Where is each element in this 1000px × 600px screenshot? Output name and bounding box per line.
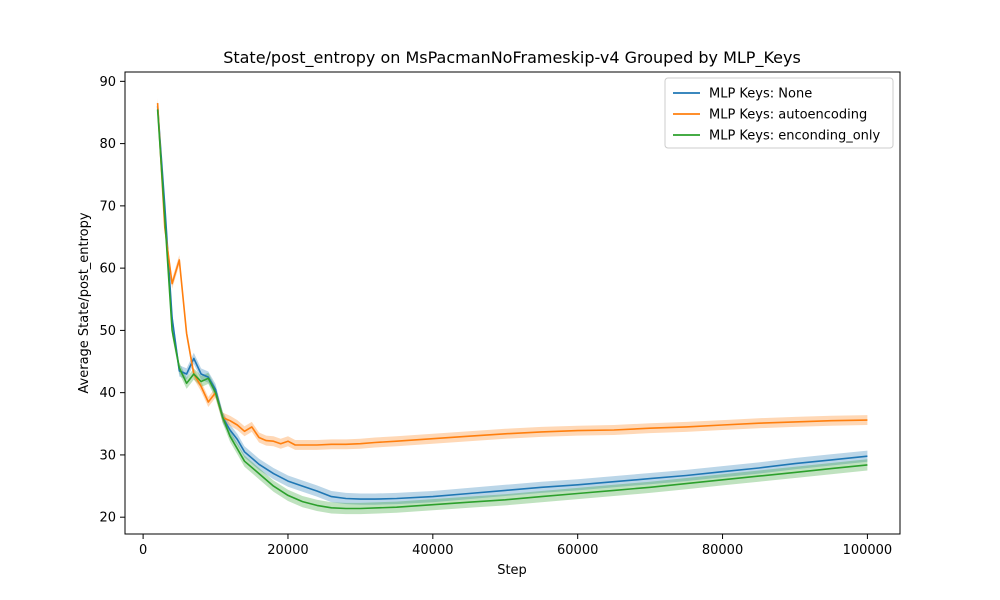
series-2-line (156, 109, 868, 510)
legend-box (664, 77, 894, 149)
series-1-line (156, 103, 868, 446)
plot-area (156, 98, 868, 515)
y-tick-label-0: 20 (99, 511, 116, 526)
y-tick-label-7: 90 (99, 75, 116, 90)
x-tick-label-3: 60000 (557, 543, 598, 558)
series-0-band (157, 100, 868, 505)
y-axis-label: Average State/post_entropy (77, 212, 92, 393)
y-tick-label-3: 50 (99, 324, 116, 339)
plot-frame (124, 71, 901, 535)
x-tick-label-5: 100000 (843, 543, 893, 558)
y-tick-label-2: 40 (99, 386, 116, 401)
series-2-band (157, 103, 868, 515)
y-tick-label-6: 80 (99, 137, 116, 152)
series-0-line (156, 106, 868, 500)
chart-title: State/post_entropy on MsPacmanNoFrameski… (223, 48, 801, 68)
x-tick-label-1: 20000 (267, 543, 308, 558)
legend: MLP Keys: None MLP Keys: autoencoding MLP … (664, 77, 894, 149)
x-tick-label-0: 0 (139, 543, 147, 558)
x-tick-label-4: 80000 (702, 543, 743, 558)
legend-label-0: MLP Keys: None (709, 87, 812, 102)
legend-label-1: MLP Keys: autoencoding (709, 108, 867, 123)
x-axis-label: Step (497, 563, 527, 578)
legend-label-2: MLP Keys: enconding_only (709, 129, 881, 144)
y-tick-label-4: 60 (99, 262, 116, 277)
y-tick-label-1: 30 (99, 448, 116, 463)
axis-ticks: 0 20000 40000 60000 80000 100000 20 30 40 50 60 70 8… (99, 75, 892, 558)
y-tick-label-5: 70 (99, 199, 116, 214)
x-tick-label-2: 40000 (412, 543, 453, 558)
